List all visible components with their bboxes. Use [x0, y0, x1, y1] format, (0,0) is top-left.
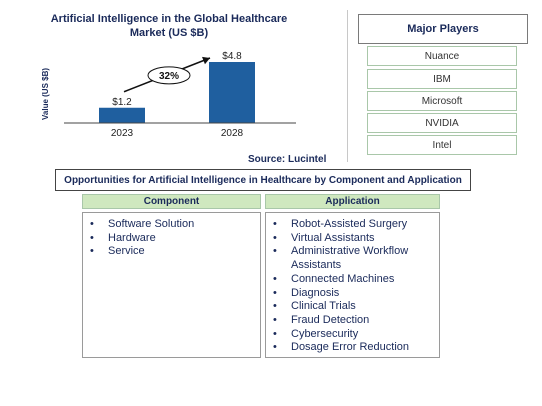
- growth-ellipse: [147, 66, 191, 85]
- section-divider: [347, 10, 348, 162]
- source-label: Source: Lucintel: [248, 154, 327, 165]
- component-item: Software Solution: [83, 218, 260, 232]
- application-item: Fraud Detection: [266, 314, 439, 328]
- chart-title: Artificial Intelligence in the Global He…: [50, 13, 288, 39]
- application-item: Connected Machines: [266, 273, 439, 287]
- player-ibm: IBM: [367, 69, 517, 89]
- application-list: Robot-Assisted Surgery Virtual Assistant…: [266, 213, 439, 355]
- opportunities-title: Opportunities for Artificial Intelligenc…: [55, 169, 471, 191]
- application-header: Application: [265, 194, 440, 209]
- application-item: Robot-Assisted Surgery: [266, 218, 439, 232]
- player-microsoft: Microsoft: [367, 91, 517, 111]
- application-item: Virtual Assistants: [266, 232, 439, 246]
- player-nuance: Nuance: [367, 46, 517, 66]
- growth-arrow-head: [202, 56, 210, 65]
- application-item: Cybersecurity: [266, 328, 439, 342]
- component-header: Component: [82, 194, 261, 209]
- x-tick-label: 2023: [111, 128, 134, 139]
- market-chart: Artificial Intelligence in the Global He…: [36, 12, 342, 170]
- bar-value-label: $4.8: [222, 51, 242, 62]
- y-axis-label: Value (US $B): [41, 68, 50, 120]
- growth-label: 32%: [159, 71, 179, 82]
- application-item: Dosage Error Reduction: [266, 341, 439, 355]
- component-item: Service: [83, 245, 260, 259]
- player-intel: Intel: [367, 135, 517, 155]
- player-nvidia: NVIDIA: [367, 113, 517, 133]
- application-item: Administrative Workflow Assistants: [266, 245, 439, 272]
- application-list-box: Robot-Assisted Surgery Virtual Assistant…: [265, 212, 440, 358]
- bar-value-label: $1.2: [112, 97, 132, 108]
- x-tick-label: 2028: [221, 128, 244, 139]
- component-list-box: Software Solution Hardware Service: [82, 212, 261, 358]
- application-item: Clinical Trials: [266, 300, 439, 314]
- bar-2028: [209, 62, 255, 123]
- bar-2023: [99, 107, 145, 123]
- component-item: Hardware: [83, 232, 260, 246]
- bar-chart-svg: Value (US $B) $1.2 2023 $4.8 2028 32%: [41, 51, 296, 139]
- component-list: Software Solution Hardware Service: [83, 213, 260, 259]
- application-item: Diagnosis: [266, 287, 439, 301]
- major-players-title: Major Players: [358, 14, 528, 44]
